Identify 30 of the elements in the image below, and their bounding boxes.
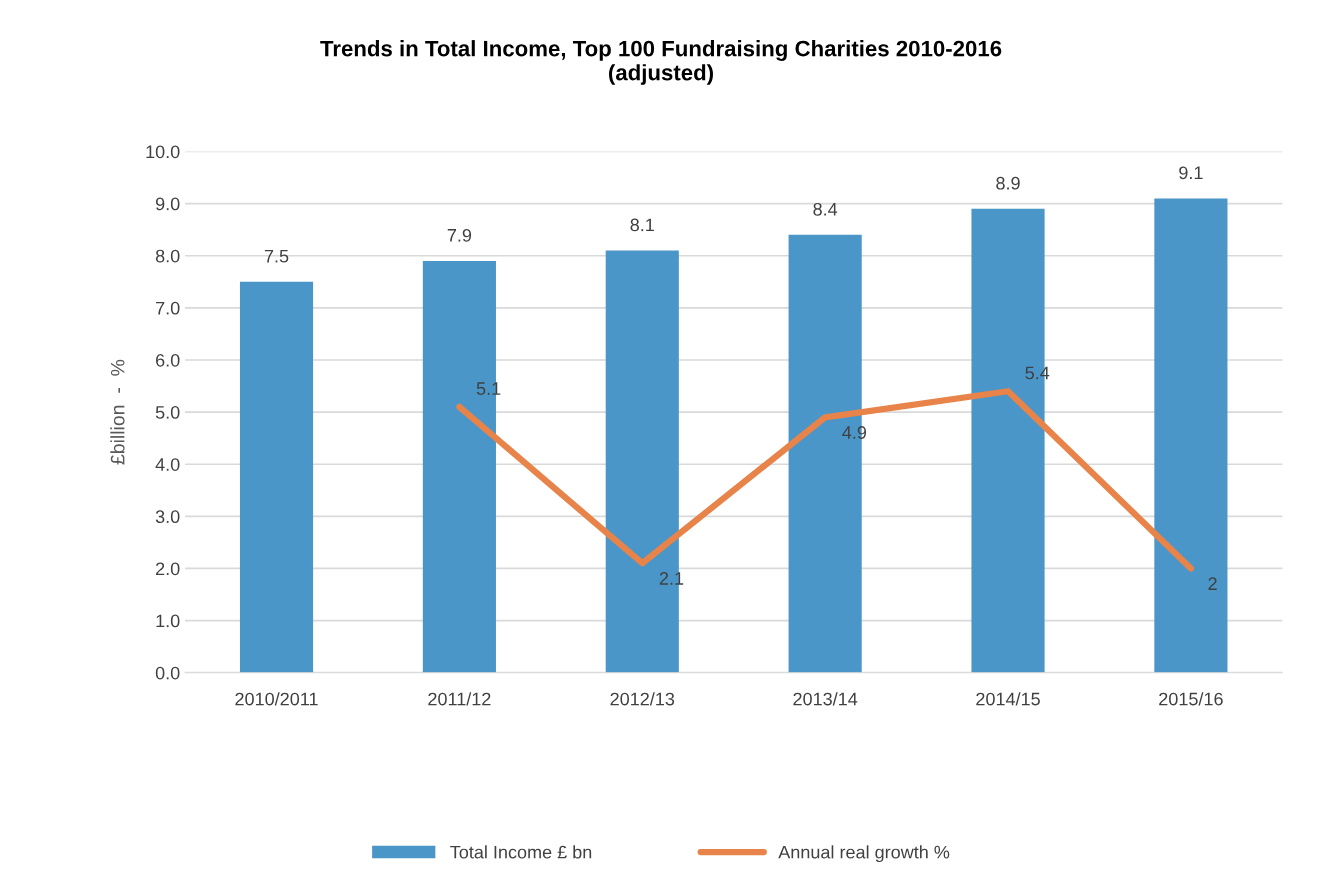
y-tick-label: 4.0 bbox=[155, 458, 180, 471]
chart-title: Trends in Total Income, Top 100 Fundraising Charities 2010-2016 (adjusted) bbox=[320, 40, 1002, 85]
y-tick-label: 0.0 bbox=[155, 666, 180, 680]
y-tick-label: 3.0 bbox=[155, 510, 180, 524]
data-label: 7.9 bbox=[447, 228, 472, 242]
x-tick-label: 2012/13 bbox=[610, 692, 675, 706]
data-label: 9.1 bbox=[1179, 166, 1203, 180]
y-axis-title: £billion - % bbox=[110, 359, 125, 465]
x-tick-label: 2013/14 bbox=[793, 692, 858, 706]
data-label: 7.5 bbox=[264, 249, 289, 263]
x-tick-label: 2014/15 bbox=[976, 692, 1040, 706]
y-tick-label: 6.0 bbox=[156, 353, 180, 367]
bar bbox=[239, 281, 314, 673]
x-tick-label: 2011/12 bbox=[428, 692, 491, 706]
y-tick-label: 8.0 bbox=[155, 249, 180, 263]
bar bbox=[1154, 198, 1228, 673]
y-tick-label: 1.0 bbox=[156, 614, 180, 628]
y-tick-label: 7.0 bbox=[156, 301, 180, 315]
y-tick-label: 9.0 bbox=[155, 197, 180, 211]
y-tick-label: 5.0 bbox=[155, 406, 180, 419]
x-tick-label: 2010/2011 bbox=[235, 692, 318, 706]
data-label: 8.4 bbox=[813, 202, 838, 216]
y-tick-label: 10.0 bbox=[146, 145, 180, 159]
data-label: 8.1 bbox=[630, 218, 654, 232]
data-label: 2 bbox=[1208, 577, 1217, 590]
x-tick-label: 2015/16 bbox=[1159, 692, 1223, 706]
y-tick-label: 2.0 bbox=[156, 562, 180, 576]
data-label: 8.9 bbox=[996, 176, 1020, 190]
legend-label: Total Income £ bn bbox=[450, 845, 592, 859]
legend-label: Annual real growth % bbox=[778, 845, 950, 863]
